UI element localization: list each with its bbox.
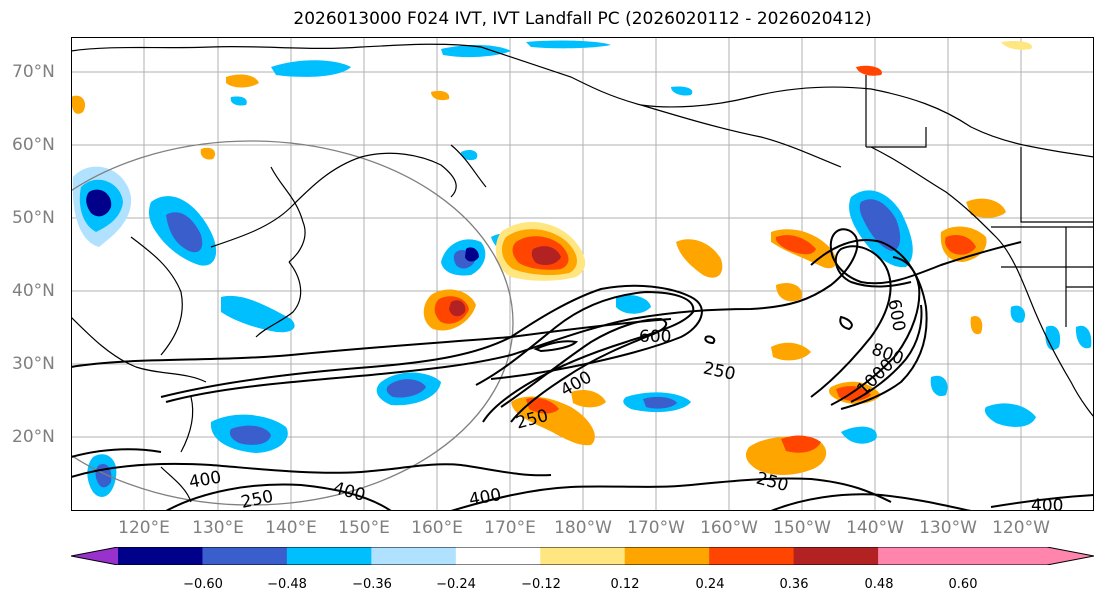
colorbar-tick: −0.12 <box>521 577 561 592</box>
map-graticule <box>71 37 1094 511</box>
colorbar-tick: −0.24 <box>436 577 476 592</box>
colorbar-segments <box>118 547 1048 565</box>
lon-label-130e: 130°E <box>192 518 244 538</box>
lat-label-40n: 40°N <box>12 281 55 301</box>
colorbar-tick: −0.60 <box>183 577 223 592</box>
colorbar-tick: 0.12 <box>610 577 640 592</box>
colorbar-segment <box>793 547 879 565</box>
colorbar-tick: 0.60 <box>948 577 978 592</box>
coastlines <box>71 43 1094 503</box>
colorbar-segment <box>371 547 457 565</box>
lat-label-50n: 50°N <box>12 208 55 228</box>
colorbar-tick: −0.36 <box>352 577 392 592</box>
lon-label-150w: 150°W <box>773 518 831 538</box>
colorbar <box>71 547 1094 565</box>
map-title: 2026013000 F024 IVT, IVT Landfall PC (20… <box>293 9 872 29</box>
colorbar-segment <box>118 547 203 565</box>
lon-label-150e: 150°E <box>338 518 390 538</box>
colorbar-tick: −0.48 <box>267 577 307 592</box>
contour-label: 600 <box>639 327 671 347</box>
lat-label-20n: 20°N <box>12 427 55 447</box>
colorbar-segment <box>286 547 372 565</box>
lon-label-140w: 140°W <box>846 518 904 538</box>
colorbar-segment <box>709 547 795 565</box>
lon-label-120w: 120°W <box>992 518 1050 538</box>
pc-shading <box>71 40 1092 497</box>
lon-label-160e: 160°E <box>411 518 463 538</box>
lon-label-140e: 140°E <box>265 518 317 538</box>
lon-label-180w: 180°W <box>554 518 612 538</box>
contour-label: 400 <box>1031 496 1063 511</box>
colorbar-segment <box>455 547 541 565</box>
lon-label-160w: 160°W <box>700 518 758 538</box>
colorbar-segment <box>202 547 288 565</box>
lon-label-130w: 130°W <box>919 518 977 538</box>
colorbar-extend-low <box>71 547 118 565</box>
colorbar-extend-high <box>1047 547 1094 565</box>
colorbar-tick: 0.48 <box>864 577 894 592</box>
ivt-contours <box>71 228 1094 511</box>
lon-label-120e: 120°E <box>118 518 170 538</box>
colorbar-tick: 0.36 <box>779 577 809 592</box>
colorbar-segment <box>962 547 1048 565</box>
lat-label-30n: 30°N <box>12 354 55 374</box>
pc-region-circle <box>71 140 514 506</box>
lon-label-170e: 170°E <box>484 518 536 538</box>
colorbar-segment <box>878 547 964 565</box>
colorbar-tick: 0.24 <box>695 577 725 592</box>
lon-label-170w: 170°W <box>627 518 685 538</box>
colorbar-segment <box>624 547 710 565</box>
lat-label-70n: 70°N <box>12 62 55 82</box>
ivt-map: 600 250 400 250 800 600 1000 400 250 400… <box>71 37 1094 511</box>
lat-label-60n: 60°N <box>12 135 55 155</box>
colorbar-segment <box>540 547 626 565</box>
